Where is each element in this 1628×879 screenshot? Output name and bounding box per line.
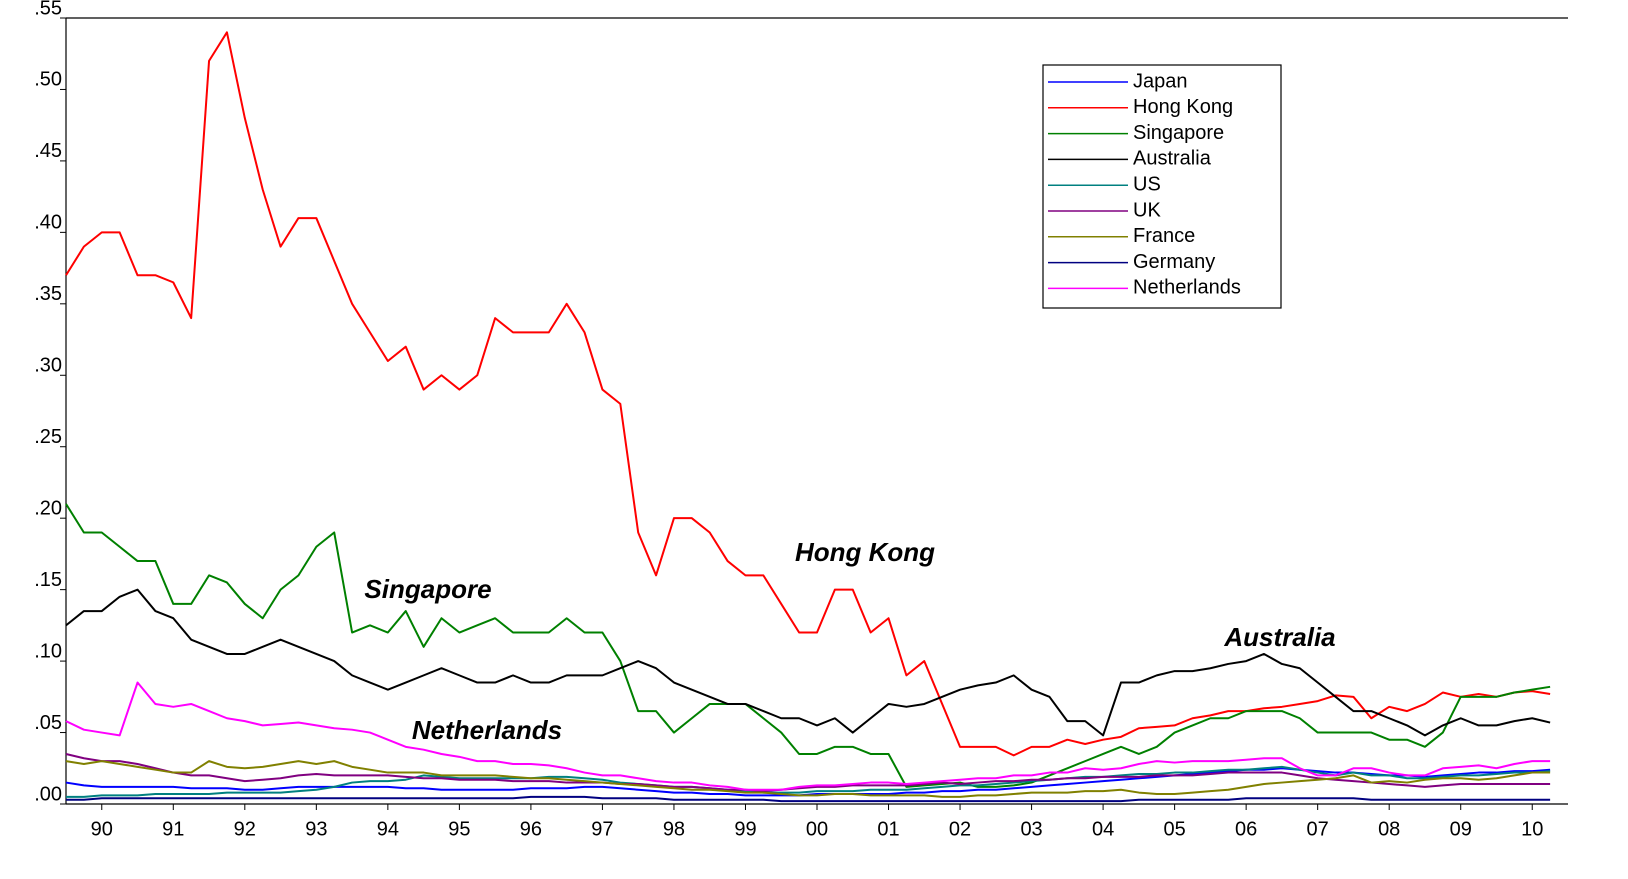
y-tick-label: .45 — [34, 140, 62, 162]
x-tick-label: 95 — [448, 818, 470, 840]
x-tick-label: 91 — [162, 818, 184, 840]
x-tick-label: 07 — [1307, 818, 1329, 840]
x-tick-label: 96 — [520, 818, 542, 840]
legend-box — [1042, 64, 1282, 309]
legend-label: Japan — [1133, 70, 1188, 92]
annotation: Australia — [1223, 622, 1335, 652]
series-line — [65, 503, 1551, 788]
x-tick-label: 01 — [877, 818, 899, 840]
series-line — [65, 753, 1551, 793]
x-tick-label: 09 — [1450, 818, 1472, 840]
x-tick-label: 08 — [1378, 818, 1400, 840]
x-tick-label: 10 — [1521, 818, 1543, 840]
annotation: Netherlands — [412, 715, 562, 745]
y-tick-label: .40 — [34, 212, 62, 234]
x-tick-label: 98 — [663, 818, 685, 840]
y-tick-label: .25 — [34, 426, 62, 448]
x-tick-label: 97 — [591, 818, 613, 840]
series-line — [66, 795, 1551, 803]
y-tick-label: .20 — [34, 497, 62, 519]
x-tick-label: 04 — [1092, 818, 1114, 840]
y-tick-label: .10 — [34, 640, 62, 662]
x-tick-label: 99 — [734, 818, 756, 840]
series-line — [65, 588, 1551, 737]
x-tick-label: 03 — [1020, 818, 1042, 840]
legend-label: Germany — [1133, 251, 1215, 273]
lines — [65, 31, 1551, 803]
legend-label: Netherlands — [1133, 277, 1241, 299]
series-line — [65, 681, 1551, 791]
x-tick-label: 00 — [806, 818, 828, 840]
legend-label: Singapore — [1133, 122, 1224, 144]
y-tick-label: .05 — [34, 712, 62, 734]
x-tick-label: 02 — [949, 818, 971, 840]
y-tick-label: .55 — [34, 0, 62, 19]
legend-label: Hong Kong — [1133, 96, 1233, 118]
x-tick-label: 05 — [1163, 818, 1185, 840]
x-tick-label: 92 — [234, 818, 256, 840]
y-tick-label: .35 — [34, 283, 62, 305]
x-tick-label: 06 — [1235, 818, 1257, 840]
legend-label: UK — [1133, 199, 1161, 221]
x-tick-label: 94 — [377, 818, 399, 840]
x-tick-label: 93 — [305, 818, 327, 840]
y-tick-label: .30 — [34, 355, 62, 377]
x-tick-label: 90 — [91, 818, 113, 840]
y-tick-label: .15 — [34, 569, 62, 591]
series-line — [65, 760, 1551, 798]
legend-label: US — [1133, 173, 1161, 195]
legend-label: France — [1133, 225, 1195, 247]
annotation: Singapore — [364, 574, 491, 604]
y-tick-label: .50 — [34, 69, 62, 91]
y-tick-label: .00 — [34, 783, 62, 805]
legend-label: Australia — [1133, 148, 1212, 170]
series-line — [65, 31, 1551, 757]
annotation: Hong Kong — [795, 537, 935, 567]
